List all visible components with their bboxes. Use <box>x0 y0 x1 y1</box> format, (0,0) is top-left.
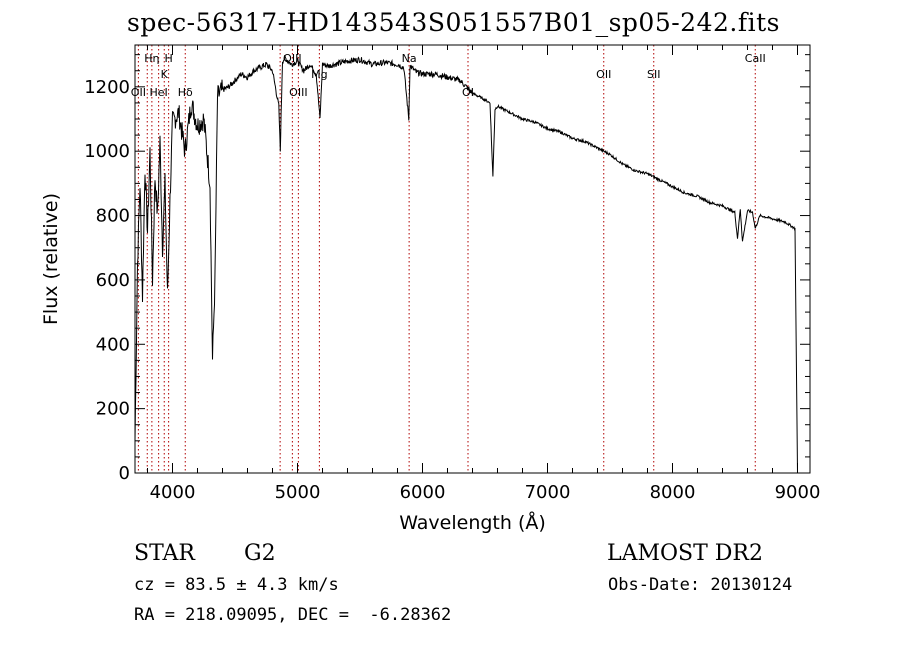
y-tick-label: 200 <box>96 399 130 420</box>
redshift-readout: cz = 83.5 ± 4.3 km/s <box>134 575 339 595</box>
x-tick-label: 8000 <box>650 482 696 503</box>
line-label: CaII <box>745 52 766 65</box>
y-tick-label: 400 <box>96 334 130 355</box>
y-axis-label: Flux (relative) <box>40 193 62 325</box>
object-subclass: G2 <box>244 541 276 566</box>
y-tick-label: 0 <box>119 463 130 484</box>
line-label: OII <box>596 68 611 81</box>
x-tick-label: 5000 <box>275 482 321 503</box>
page-title: spec-56317-HD143543S051557B01_sp05-242.f… <box>127 8 780 37</box>
line-label: OIII <box>283 52 301 65</box>
object-class: STAR <box>134 541 195 566</box>
x-tick-label: 9000 <box>775 482 821 503</box>
x-axis: 4000 5000 6000 7000 8000 9000 <box>147 45 821 503</box>
line-label: Mg <box>311 68 327 81</box>
obs-date: Obs-Date: 20130124 <box>608 575 793 595</box>
line-label: Hδ <box>178 86 193 99</box>
spectrum-line <box>134 54 798 474</box>
y-axis: 0 200 400 600 800 1000 1200 <box>84 54 810 484</box>
y-tick-label: 1000 <box>84 141 130 162</box>
coordinates: RA = 218.09095, DEC = -6.28362 <box>134 605 452 625</box>
plot-frame <box>134 44 811 474</box>
y-tick-label: 1200 <box>84 77 130 98</box>
line-label: Na <box>402 52 417 65</box>
line-label: OI <box>462 86 474 99</box>
survey-name: LAMOST DR2 <box>607 541 763 566</box>
line-markers <box>137 45 756 473</box>
x-tick-label: 4000 <box>150 482 196 503</box>
line-label: Hη <box>144 52 159 65</box>
line-label: HeI <box>149 86 167 99</box>
y-tick-label: 600 <box>96 270 130 291</box>
line-label: OIII <box>289 86 307 99</box>
x-axis-label: Wavelength (Å) <box>399 511 546 534</box>
x-tick-label: 6000 <box>400 482 446 503</box>
line-label: K <box>161 68 169 81</box>
y-tick-label: 800 <box>96 206 130 227</box>
line-label: H <box>164 52 172 65</box>
line-label: SII <box>647 68 660 81</box>
spectrum-series <box>134 54 798 474</box>
x-tick-label: 7000 <box>525 482 571 503</box>
line-label: OII <box>131 86 146 99</box>
